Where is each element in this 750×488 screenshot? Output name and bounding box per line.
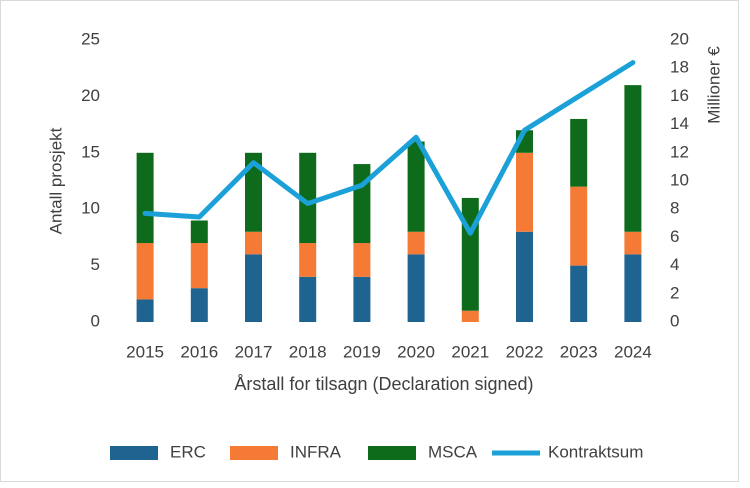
legend-label: Kontraktsum [548, 442, 643, 461]
x-tick-label: 2021 [451, 342, 489, 361]
y2-tick-label: 12 [670, 142, 689, 161]
legend-swatch [230, 446, 278, 460]
bar-segment [461, 197, 479, 311]
y2-tick-label: 20 [670, 29, 689, 48]
y2-tick-label: 4 [670, 255, 679, 274]
bar-segment [353, 276, 371, 322]
bar-segment [353, 243, 371, 277]
y-tick-label: 5 [91, 255, 100, 274]
y2-tick-label: 14 [670, 114, 689, 133]
bar-segment [461, 310, 479, 322]
y2-tick-label: 16 [670, 86, 689, 105]
bar-segment [570, 265, 588, 322]
x-axis-title: Årstall for tilsagn (Declaration signed) [234, 374, 533, 394]
y-tick-label: 25 [81, 29, 100, 48]
bar-segment [299, 276, 317, 322]
y-tick-label: 10 [81, 199, 100, 218]
y2-tick-label: 6 [670, 227, 679, 246]
bar-segment [245, 152, 262, 232]
bar-segment [136, 299, 154, 322]
bar-segment [190, 220, 208, 244]
bar-segment [190, 243, 208, 289]
legend-label: ERC [170, 442, 206, 461]
line-series [142, 60, 636, 236]
bar-segment [136, 243, 154, 300]
legend-label: MSCA [428, 442, 478, 461]
bar-segment [245, 254, 262, 322]
x-tick-label: 2017 [235, 342, 273, 361]
x-tick-label: 2019 [343, 342, 381, 361]
bar-segment [624, 85, 642, 232]
bar-segment [624, 254, 642, 322]
bar-segment [299, 152, 317, 244]
legend-swatch [110, 446, 158, 460]
bar-segment [407, 231, 425, 255]
x-tick-label: 2024 [614, 342, 652, 361]
bar-segment [624, 231, 642, 255]
legend-swatch [368, 446, 416, 460]
y2-tick-label: 0 [670, 311, 679, 330]
bar-segment [516, 231, 533, 322]
bar-segment [353, 164, 371, 244]
bar-segment [570, 118, 588, 187]
bar-segment [407, 254, 425, 322]
y-tick-label: 15 [81, 142, 100, 161]
x-tick-label: 2018 [289, 342, 327, 361]
y2-tick-label: 8 [670, 199, 679, 218]
y2-tick-label: 18 [670, 58, 689, 77]
x-tick-label: 2016 [180, 342, 218, 361]
y2-axis-title: Millioner € [704, 46, 723, 124]
x-tick-label: 2020 [397, 342, 435, 361]
bar-segment [570, 186, 588, 266]
y2-tick-label: 2 [670, 283, 679, 302]
y2-tick-label: 10 [670, 170, 689, 189]
bar-segment [407, 141, 425, 232]
bar-segment [190, 288, 208, 322]
y-tick-label: 20 [81, 86, 100, 105]
x-tick-label: 2022 [506, 342, 544, 361]
y-tick-label: 0 [91, 311, 100, 330]
bar-segment [516, 152, 533, 232]
bar-segment [136, 152, 154, 244]
y-axis-title: Antall prosjekt [46, 127, 65, 234]
bar-segment [245, 231, 262, 255]
bar-segment [299, 243, 317, 277]
x-tick-label: 2023 [560, 342, 598, 361]
x-tick-label: 2015 [126, 342, 164, 361]
legend-label: INFRA [290, 442, 342, 461]
